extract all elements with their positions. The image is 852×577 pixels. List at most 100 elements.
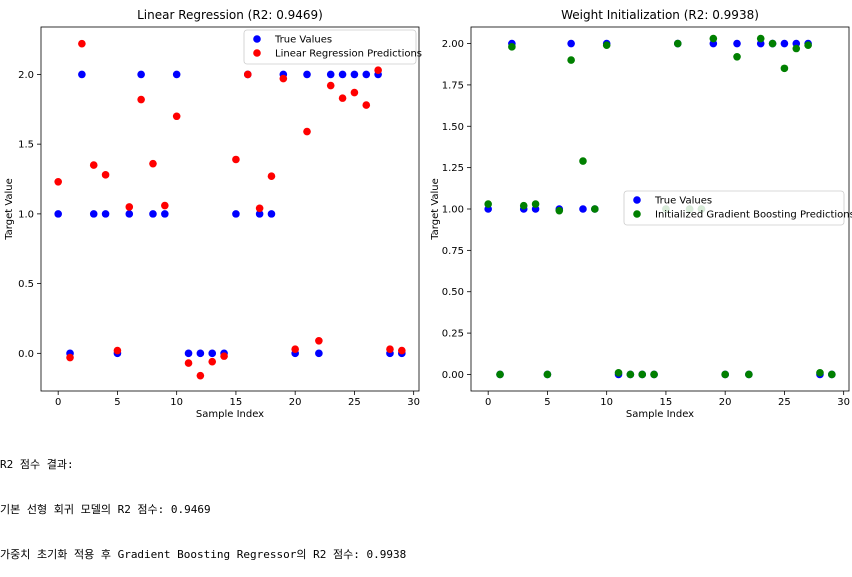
data-point-series-2 (745, 370, 753, 379)
y-tick-label: 1.00 (442, 205, 464, 216)
data-point-series-2 (398, 346, 406, 355)
data-point-series-2 (484, 200, 492, 208)
data-point-series-1 (362, 70, 371, 79)
data-point-series-2 (89, 161, 98, 169)
y-axis-label: Target Value (430, 178, 441, 241)
data-point-series-2 (161, 201, 169, 210)
x-tick-label: 15 (230, 397, 243, 408)
x-axis-label: Sample Index (196, 409, 264, 420)
data-point-series-1 (267, 210, 276, 218)
y-tick-label: 0.5 (18, 279, 34, 290)
data-point-series-1 (208, 349, 217, 358)
plot-frame (40, 26, 420, 392)
figure: Linear Regression (R2: 0.9469) 0 5 10 15 20 25… (4, 8, 852, 420)
data-point-series-1 (54, 210, 62, 218)
data-point-series-2 (816, 369, 824, 377)
data-point-series-1 (161, 210, 169, 218)
data-point-series-2 (184, 359, 193, 367)
x-tick-label: 5 (544, 397, 550, 408)
chart-title: Linear Regression (R2: 0.9469) (137, 8, 323, 22)
data-point-series-1 (137, 70, 145, 79)
data-point-series-1 (780, 39, 789, 48)
data-point-series-1 (567, 39, 575, 48)
data-point-series-2 (626, 370, 635, 379)
data-point-series-1 (338, 70, 347, 79)
data-point-series-1 (733, 39, 741, 48)
legend-box (243, 29, 417, 65)
data-point-series-2 (386, 345, 394, 353)
data-point-series-2 (101, 171, 110, 179)
data-point-series-1 (315, 349, 323, 358)
data-point-series-2 (709, 34, 718, 43)
y-tick-label: 0.0 (18, 349, 34, 360)
data-point-series-2 (54, 178, 62, 186)
data-point-series-1 (149, 210, 157, 218)
data-point-series-1 (196, 349, 205, 358)
data-point-series-2 (602, 41, 611, 49)
data-point-series-2 (638, 370, 647, 379)
y-tick-label: 0.00 (442, 370, 464, 381)
data-point-series-2 (614, 369, 623, 377)
data-point-series-2 (591, 205, 599, 213)
data-point-series-2 (579, 157, 587, 165)
data-point-series-2 (172, 112, 181, 121)
data-point-series-2 (721, 370, 729, 379)
data-point-series-2 (113, 346, 122, 355)
legend-label: True Values (654, 196, 712, 207)
x-tick-label: 30 (407, 397, 420, 408)
y-tick-label: 2.00 (442, 39, 464, 50)
x-tick-label: 20 (719, 397, 732, 408)
data-point-series-2 (519, 201, 528, 210)
data-point-series-2 (543, 370, 552, 379)
y-tick-label: 1.75 (442, 80, 464, 91)
data-point-series-1 (89, 210, 98, 218)
data-point-series-2 (350, 88, 359, 97)
data-point-series-1 (350, 70, 359, 79)
data-point-series-2 (531, 200, 540, 208)
y-tick-label: 0.50 (442, 287, 464, 298)
data-point-series-2 (267, 172, 276, 181)
data-point-series-2 (650, 370, 658, 379)
data-point-series-1 (125, 210, 134, 218)
data-point-series-2 (362, 101, 371, 109)
legend-label: True Values (274, 35, 332, 46)
x-tick-label: 25 (778, 397, 791, 408)
legend-label: Initialized Gradient Boosting Prediction… (655, 210, 852, 221)
data-point-series-2 (673, 39, 682, 48)
output-line: 기본 선형 회귀 모델의 R2 점수: 0.9469 (0, 503, 211, 516)
data-point-series-1 (579, 205, 587, 213)
x-axis-label: Sample Index (626, 409, 694, 420)
y-tick-label: 1.5 (18, 140, 34, 151)
legend: True Values Initialized Gradient Boosting… (623, 190, 852, 226)
data-point-series-1 (184, 349, 193, 358)
data-point-series-1 (172, 70, 181, 79)
chart-panel-1: Linear Regression (R2: 0.9469) 0 5 10 15 20 25… (4, 8, 422, 420)
legend: True Values Linear Regression Predictions (243, 29, 422, 65)
y-tick-label: 1.25 (442, 163, 464, 174)
y-tick-label: 0.75 (442, 246, 464, 257)
legend-marker (253, 35, 261, 43)
data-point-series-1 (101, 210, 110, 218)
data-point-series-2 (338, 94, 347, 102)
x-tick-label: 0 (55, 397, 61, 408)
data-point-series-2 (756, 34, 765, 43)
data-point-series-2 (137, 95, 145, 104)
data-point-series-2 (780, 64, 789, 73)
data-point-series-2 (208, 357, 217, 366)
data-point-series-2 (196, 371, 205, 380)
data-point-series-1 (232, 210, 240, 218)
data-point-series-2 (326, 81, 335, 90)
x-tick-label: 15 (660, 397, 673, 408)
output-text: R2 점수 결과: 기본 선형 회귀 모델의 R2 점수: 0.9469 가중치… (0, 427, 406, 577)
y-tick-label: 0.25 (442, 329, 464, 340)
data-point-series-2 (303, 127, 311, 136)
data-point-series-2 (315, 336, 323, 345)
data-point-series-1 (326, 70, 335, 79)
data-point-series-2 (255, 204, 264, 213)
data-point-series-2 (555, 206, 564, 215)
legend-marker (253, 49, 261, 57)
x-tick-label: 10 (600, 397, 613, 408)
data-point-series-2 (243, 70, 252, 79)
data-point-series-1 (78, 70, 86, 79)
data-point-series-2 (374, 66, 382, 75)
